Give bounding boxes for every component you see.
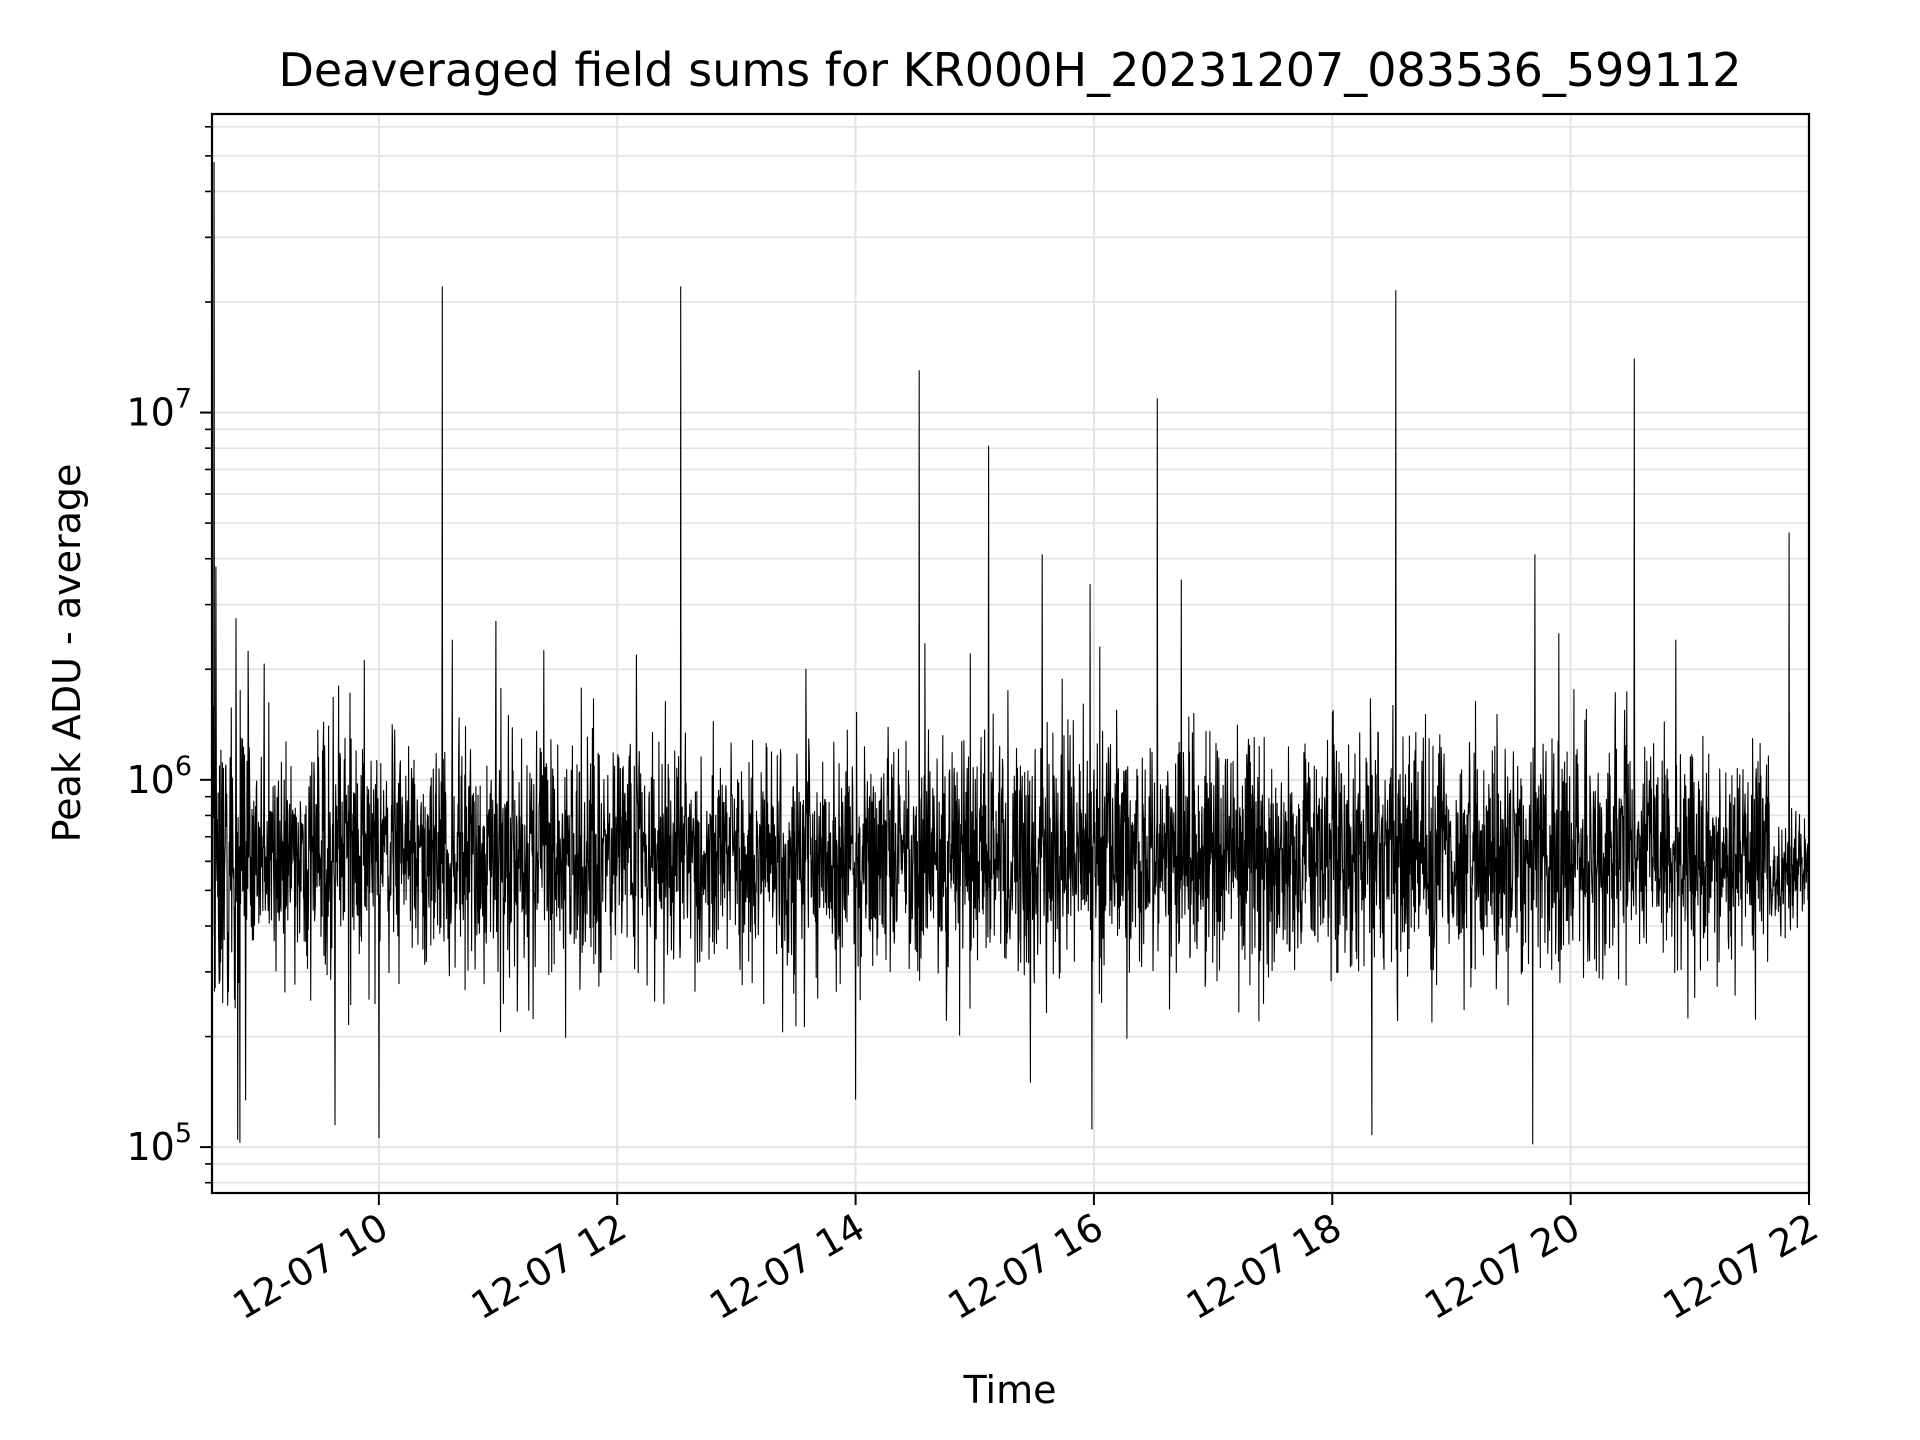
series-layer: [211, 161, 1810, 1145]
series-line: [211, 161, 1810, 1145]
x-axis-label: Time: [963, 1368, 1057, 1412]
chart-title: Deaveraged field sums for KR000H_2023120…: [279, 43, 1742, 97]
plot-frame: [210, 112, 1811, 1195]
y-tick-label: 105: [126, 1118, 192, 1169]
y-tick-label: 106: [126, 751, 192, 802]
y-tick-label: 107: [126, 384, 192, 435]
y-axis-label: Peak ADU - average: [45, 464, 89, 843]
